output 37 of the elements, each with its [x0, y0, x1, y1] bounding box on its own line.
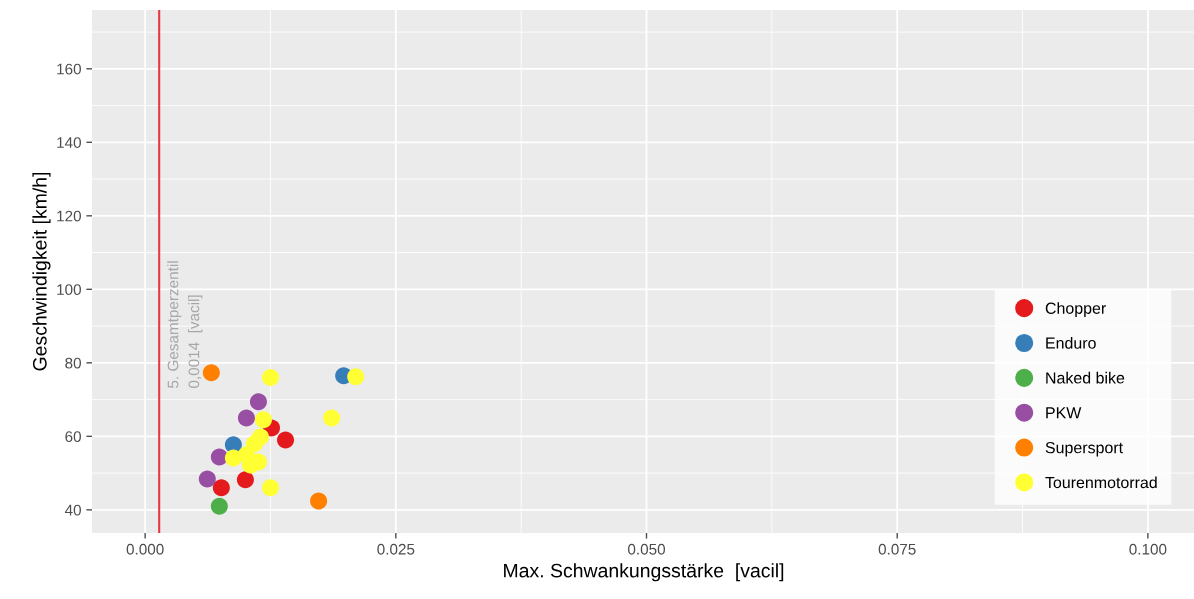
legend-label: Tourenmotorrad [1045, 476, 1157, 489]
point [212, 479, 230, 497]
y-tick-label: 140 [57, 137, 81, 148]
x-axis-title: Max. Schwankungsstärke [vacil] [504, 563, 784, 582]
point [251, 428, 269, 446]
point [323, 409, 341, 427]
point [237, 409, 255, 427]
point [347, 368, 365, 386]
point [261, 479, 279, 497]
point [202, 364, 220, 382]
y-tick-label: 100 [57, 284, 81, 296]
point [236, 471, 254, 489]
x-tick-label: 0.025 [377, 543, 415, 555]
point [254, 411, 272, 429]
x-tick-label: 0.000 [126, 543, 164, 555]
y-tick-label: 60 [65, 431, 81, 443]
x-tick-label: 0.075 [878, 543, 916, 555]
legend-label: Supersport [1045, 441, 1123, 457]
point [261, 369, 279, 387]
legend-label: Enduro [1046, 337, 1096, 349]
legend-label: Naked bike [1046, 371, 1125, 384]
y-tick-label: 120 [57, 210, 81, 222]
point [198, 470, 216, 488]
x-tick-label: 0.100 [1129, 543, 1167, 555]
point [310, 492, 328, 510]
y-axis-title: Geschwindigkeit [km/h] [32, 172, 51, 371]
y-tick-label: 40 [64, 504, 81, 516]
legend-label: Chopper [1045, 302, 1106, 318]
point [237, 446, 255, 464]
ref-line-label: 5. Gesamtperzentil 0,0014 [vacil] [167, 261, 203, 388]
legend-label: PKW [1046, 407, 1082, 419]
point [210, 497, 228, 515]
point [249, 393, 267, 411]
point [277, 431, 295, 449]
y-tick-label: 80 [65, 357, 81, 369]
x-tick-label: 0.050 [627, 543, 666, 555]
y-tick-label: 160 [57, 63, 81, 75]
